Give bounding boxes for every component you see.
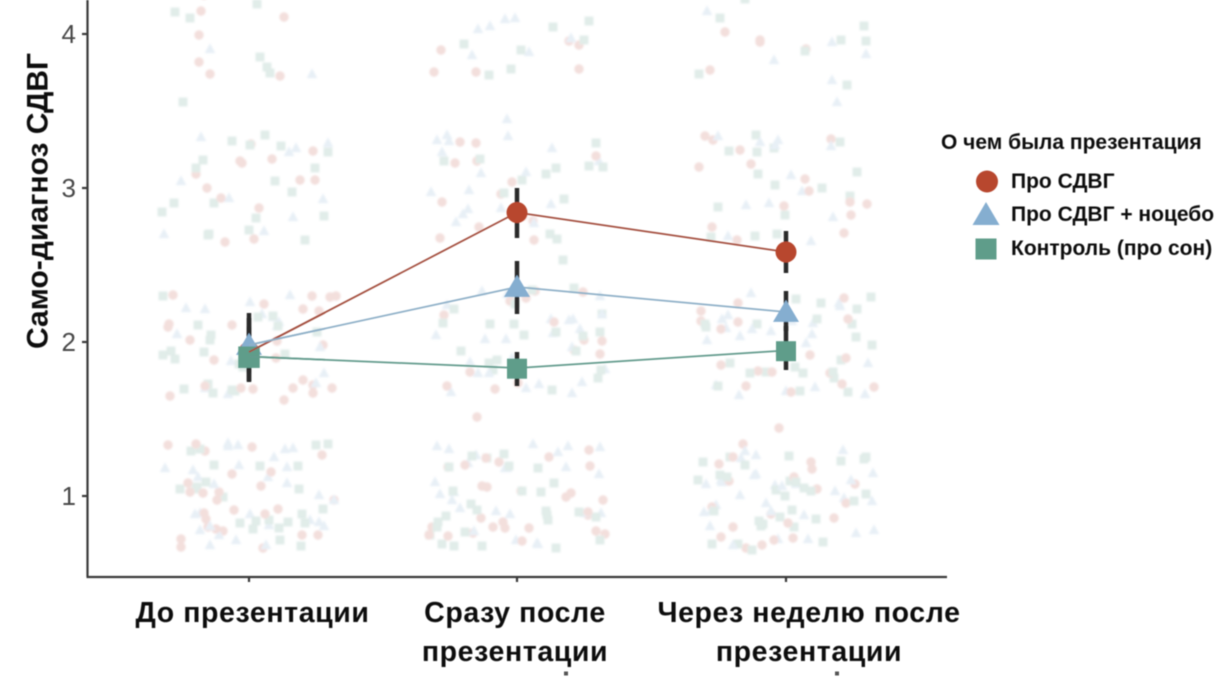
svg-text:Сразу после: Сразу после <box>424 597 606 629</box>
svg-text:4: 4 <box>62 19 76 49</box>
svg-text:1: 1 <box>62 481 76 511</box>
svg-text:Контроль (про сон): Контроль (про сон) <box>1011 237 1212 260</box>
svg-text:Про СДВГ: Про СДВГ <box>1011 170 1115 193</box>
svg-text:Само-диагноз СДВГ: Само-диагноз СДВГ <box>22 53 55 349</box>
svg-text:3: 3 <box>62 173 76 203</box>
svg-text:До презентации: До презентации <box>135 597 369 629</box>
svg-text:презентации: презентации <box>716 636 902 668</box>
svg-text:Про СДВГ + ноцебо: Про СДВГ + ноцебо <box>1011 203 1214 226</box>
svg-text:Через неделю после: Через неделю после <box>657 597 960 629</box>
svg-text:О чем была презентация: О чем была презентация <box>941 131 1202 154</box>
svg-text:2: 2 <box>62 327 76 357</box>
svg-text:презентации: презентации <box>422 636 608 668</box>
